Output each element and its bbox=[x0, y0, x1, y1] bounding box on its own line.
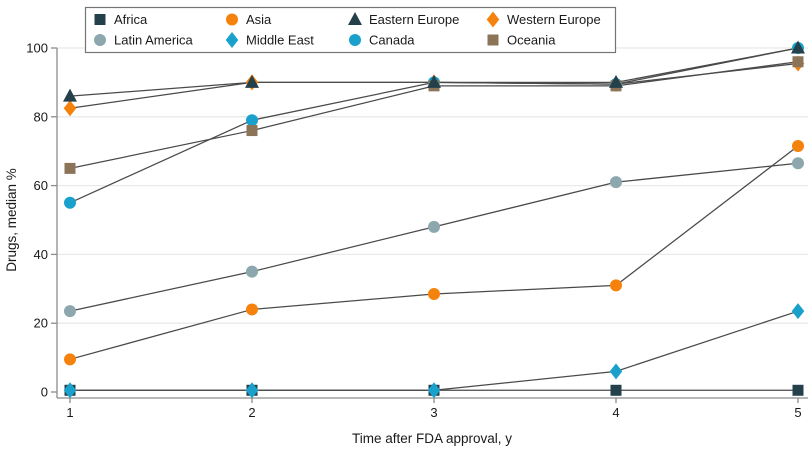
legend-marker-oceania-icon bbox=[487, 34, 499, 46]
data-point-asia-y2 bbox=[246, 303, 258, 316]
data-point-middle-east-y3 bbox=[427, 382, 441, 399]
data-point-eastern-europe-y3 bbox=[427, 74, 441, 88]
data-point-oceania-y1 bbox=[64, 162, 76, 174]
x-tick-label: 2 bbox=[248, 405, 255, 420]
series-line-asia bbox=[69, 145, 799, 360]
data-point-latin-america-y2 bbox=[246, 265, 258, 278]
data-point-africa-y5 bbox=[792, 384, 804, 396]
legend-marker-eastern-europe-icon bbox=[348, 12, 362, 25]
data-point-western-europe-y1 bbox=[63, 100, 77, 117]
data-point-middle-east-y4 bbox=[609, 363, 623, 380]
data-point-eastern-europe-y1 bbox=[63, 88, 77, 102]
data-point-middle-east-y1 bbox=[63, 382, 77, 399]
data-point-eastern-europe-y2 bbox=[245, 74, 259, 88]
legend-label-middle-east: Middle East bbox=[246, 33, 314, 48]
y-tick-label: 0 bbox=[41, 385, 48, 400]
data-point-africa-y4 bbox=[610, 384, 622, 396]
legend-label-latin-america: Latin America bbox=[114, 33, 194, 48]
x-axis-title: Time after FDA approval, y bbox=[351, 431, 513, 446]
y-tick-label: 100 bbox=[26, 41, 48, 56]
data-point-asia-y5 bbox=[792, 140, 804, 153]
data-point-canada-y1 bbox=[64, 196, 76, 209]
data-point-eastern-europe-y4 bbox=[609, 74, 623, 88]
data-point-canada-y2 bbox=[246, 114, 258, 127]
legend-label-canada: Canada bbox=[369, 33, 415, 48]
data-point-asia-y4 bbox=[610, 279, 622, 292]
data-point-latin-america-y5 bbox=[792, 157, 804, 170]
legend-marker-western-europe-icon bbox=[486, 11, 500, 28]
data-point-asia-y3 bbox=[428, 287, 440, 300]
y-tick-label: 60 bbox=[34, 178, 48, 193]
legend-marker-canada-icon bbox=[349, 34, 361, 46]
data-point-asia-y1 bbox=[64, 353, 76, 366]
y-tick-label: 80 bbox=[34, 109, 48, 124]
data-point-oceania-y2 bbox=[246, 125, 258, 137]
legend-marker-middle-east-icon bbox=[225, 32, 239, 48]
series-line-canada bbox=[69, 47, 799, 204]
data-point-latin-america-y4 bbox=[610, 176, 622, 189]
legend-box bbox=[84, 6, 617, 54]
data-point-eastern-europe-y5 bbox=[791, 40, 805, 54]
x-tick-label: 4 bbox=[612, 405, 619, 420]
legend-label-western-europe: Western Europe bbox=[507, 12, 601, 27]
legend-marker-latin-america-icon bbox=[94, 34, 106, 46]
y-tick-label: 40 bbox=[34, 247, 48, 262]
legend-label-oceania: Oceania bbox=[507, 33, 556, 48]
x-tick-label: 1 bbox=[66, 405, 73, 420]
data-point-latin-america-y1 bbox=[64, 305, 76, 318]
x-tick-label: 5 bbox=[794, 405, 801, 420]
legend-label-eastern-europe: Eastern Europe bbox=[369, 12, 459, 27]
y-tick-label: 20 bbox=[34, 316, 48, 331]
legend-label-asia: Asia bbox=[246, 12, 272, 27]
data-point-middle-east-y2 bbox=[245, 382, 259, 399]
y-axis-title: Drugs, median % bbox=[4, 168, 19, 272]
legend-label-africa: Africa bbox=[114, 12, 148, 27]
legend-marker-asia-icon bbox=[226, 13, 238, 26]
data-point-oceania-y5 bbox=[792, 56, 804, 68]
x-tick-label: 3 bbox=[430, 405, 437, 420]
data-point-middle-east-y5 bbox=[791, 303, 805, 320]
legend-marker-africa-icon bbox=[94, 14, 106, 25]
data-point-latin-america-y3 bbox=[428, 220, 440, 233]
